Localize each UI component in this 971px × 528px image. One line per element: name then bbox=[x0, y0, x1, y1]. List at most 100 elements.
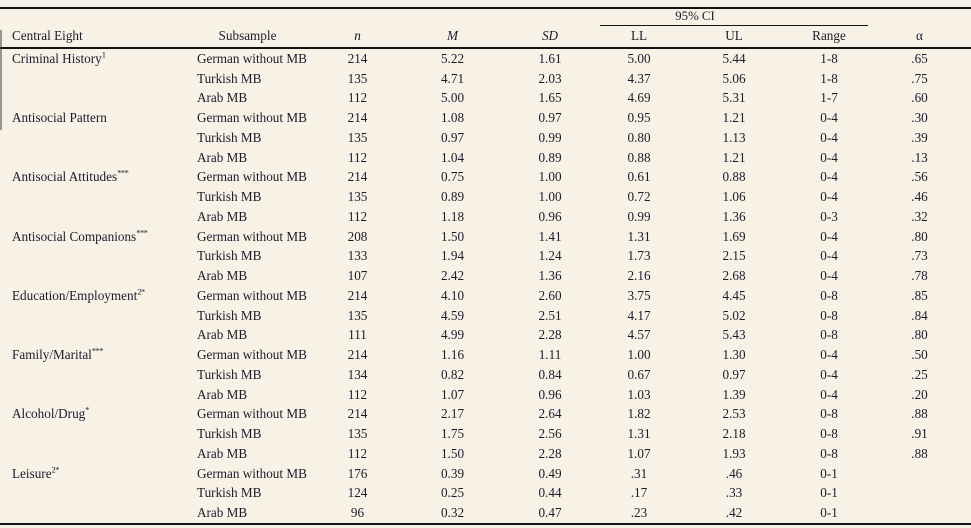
table-row: Arab MB 112 1.04 0.89 0.88 1.21 0-4 .13 bbox=[0, 148, 971, 168]
cell-alpha: .32 bbox=[911, 208, 928, 224]
cell-central-eight bbox=[0, 247, 185, 267]
cell-alpha: .80 bbox=[911, 327, 928, 343]
table-body: Criminal History1 German without MB 214 5.2… bbox=[0, 48, 971, 524]
cell-ul: 5.02 bbox=[722, 307, 746, 323]
cell-range: 0-4 bbox=[820, 386, 838, 402]
cell-central-eight: Leisure2* bbox=[12, 464, 60, 481]
cell-m: 0.82 bbox=[440, 366, 465, 382]
cell-n: 214 bbox=[347, 50, 368, 66]
table-row: Arab MB 107 2.42 1.36 2.16 2.68 0-4 .78 bbox=[0, 266, 971, 286]
table-row: Education/Employment2* German without MB 2… bbox=[0, 286, 971, 306]
cell-sd: 0.96 bbox=[538, 208, 562, 224]
cell-ll: 0.88 bbox=[627, 149, 651, 165]
cell-ll: 0.95 bbox=[627, 110, 651, 126]
cell-ul: 1.21 bbox=[722, 149, 746, 165]
col-header-ul: UL bbox=[678, 25, 791, 49]
col-header-ll: LL bbox=[600, 25, 678, 49]
cell-n: 124 bbox=[347, 485, 368, 501]
cell-ul: 2.15 bbox=[722, 248, 746, 264]
cell-ul: 0.88 bbox=[722, 169, 746, 185]
cell-alpha: .88 bbox=[911, 445, 928, 461]
cell-range: 0-8 bbox=[820, 406, 838, 422]
cell-sd: 0.89 bbox=[538, 149, 562, 165]
cell-subsample: Arab MB bbox=[197, 327, 248, 343]
cell-sd: 1.24 bbox=[538, 248, 562, 264]
cell-alpha: .25 bbox=[911, 366, 928, 382]
cell-central-eight bbox=[0, 128, 185, 148]
cell-ul: 1.93 bbox=[722, 445, 746, 461]
cell-central-eight bbox=[0, 207, 185, 227]
column-header-row: Central Eight Subsample n M SD LL UL Ran… bbox=[0, 25, 971, 49]
cell-ul: .42 bbox=[725, 505, 743, 521]
cell-ul: 1.06 bbox=[722, 189, 746, 205]
cell-m: 1.94 bbox=[440, 248, 465, 264]
cell-subsample: German without MB bbox=[197, 169, 307, 185]
cell-n: 112 bbox=[347, 90, 368, 106]
cell-central-eight: Alcohol/Drug* bbox=[12, 404, 90, 422]
cell-alpha: .73 bbox=[911, 248, 928, 264]
table-row: Arab MB 112 1.07 0.96 1.03 1.39 0-4 .20 bbox=[0, 385, 971, 405]
table-row: Family/Marital*** German without MB 214 1.1… bbox=[0, 345, 971, 365]
cell-ul: 5.43 bbox=[722, 327, 746, 343]
col-header-m: M bbox=[405, 25, 500, 49]
cell-range: 0-4 bbox=[820, 169, 838, 185]
cell-central-eight: Antisocial Companions*** bbox=[12, 227, 148, 244]
col-header-central-eight: Central Eight bbox=[0, 25, 185, 49]
cell-sd: 0.44 bbox=[538, 485, 562, 501]
cell-alpha: .39 bbox=[911, 129, 928, 145]
cell-ll: 3.75 bbox=[627, 287, 651, 303]
cell-ul: 2.53 bbox=[722, 406, 746, 422]
cell-subsample: German without MB bbox=[197, 287, 307, 303]
cell-m: 1.08 bbox=[440, 110, 465, 126]
table-row: Turkish MB 135 0.97 0.99 0.80 1.13 0-4 .39 bbox=[0, 128, 971, 148]
footnote-marker: 1 bbox=[101, 49, 106, 60]
cell-n: 112 bbox=[347, 386, 368, 402]
cell-n: 111 bbox=[348, 327, 367, 343]
cell-subsample: German without MB bbox=[197, 347, 307, 363]
cell-subsample: German without MB bbox=[197, 110, 307, 126]
cell-alpha: .75 bbox=[911, 70, 928, 86]
cell-m: 1.50 bbox=[440, 228, 465, 244]
cell-ul: .33 bbox=[725, 485, 743, 501]
cell-alpha: .80 bbox=[911, 228, 928, 244]
cell-m: 5.00 bbox=[440, 90, 465, 106]
footnote-marker: * bbox=[85, 404, 90, 415]
cell-central-eight bbox=[0, 484, 185, 504]
cell-ll: 0.61 bbox=[627, 169, 651, 185]
cell-m: 4.99 bbox=[440, 327, 465, 343]
cell-alpha bbox=[868, 503, 971, 524]
footnote-marker: 2* bbox=[137, 286, 145, 297]
table-row: Criminal History1 German without MB 214 5.2… bbox=[0, 48, 971, 69]
cell-central-eight bbox=[0, 326, 185, 346]
cell-central-eight bbox=[0, 444, 185, 464]
footnote-marker: *** bbox=[91, 345, 104, 356]
cell-ul: 0.97 bbox=[722, 366, 746, 382]
cell-ul: 2.68 bbox=[722, 268, 746, 284]
cell-sd: 2.51 bbox=[538, 307, 562, 323]
col-header-n: n bbox=[310, 25, 405, 49]
cell-ll: 4.69 bbox=[627, 90, 651, 106]
cell-n: 107 bbox=[347, 268, 368, 284]
cell-sd: 2.64 bbox=[538, 406, 562, 422]
cell-subsample: Turkish MB bbox=[197, 307, 262, 323]
cell-subsample: Turkish MB bbox=[197, 366, 262, 382]
cell-subsample: German without MB bbox=[197, 50, 307, 66]
cell-alpha: .46 bbox=[911, 189, 928, 205]
cell-m: 4.10 bbox=[440, 287, 465, 303]
cell-alpha: .13 bbox=[911, 149, 928, 165]
table-row: Arab MB 112 1.18 0.96 0.99 1.36 0-3 .32 bbox=[0, 207, 971, 227]
cell-central-eight: Antisocial Attitudes*** bbox=[12, 167, 129, 185]
cell-m: 1.50 bbox=[440, 445, 465, 461]
cell-ll: 0.72 bbox=[627, 189, 651, 205]
cell-n: 135 bbox=[347, 426, 368, 442]
cell-n: 176 bbox=[347, 465, 368, 481]
footnote-marker: *** bbox=[136, 227, 148, 238]
cell-alpha: .84 bbox=[911, 307, 928, 323]
cell-subsample: Arab MB bbox=[197, 445, 248, 461]
cell-ll: 1.31 bbox=[627, 228, 651, 244]
cell-central-eight bbox=[0, 148, 185, 168]
cell-sd: 1.00 bbox=[538, 169, 562, 185]
cell-n: 133 bbox=[347, 248, 368, 264]
descriptive-statistics-table: 95% CI Central Eight Subsample n M SD LL… bbox=[0, 7, 971, 525]
